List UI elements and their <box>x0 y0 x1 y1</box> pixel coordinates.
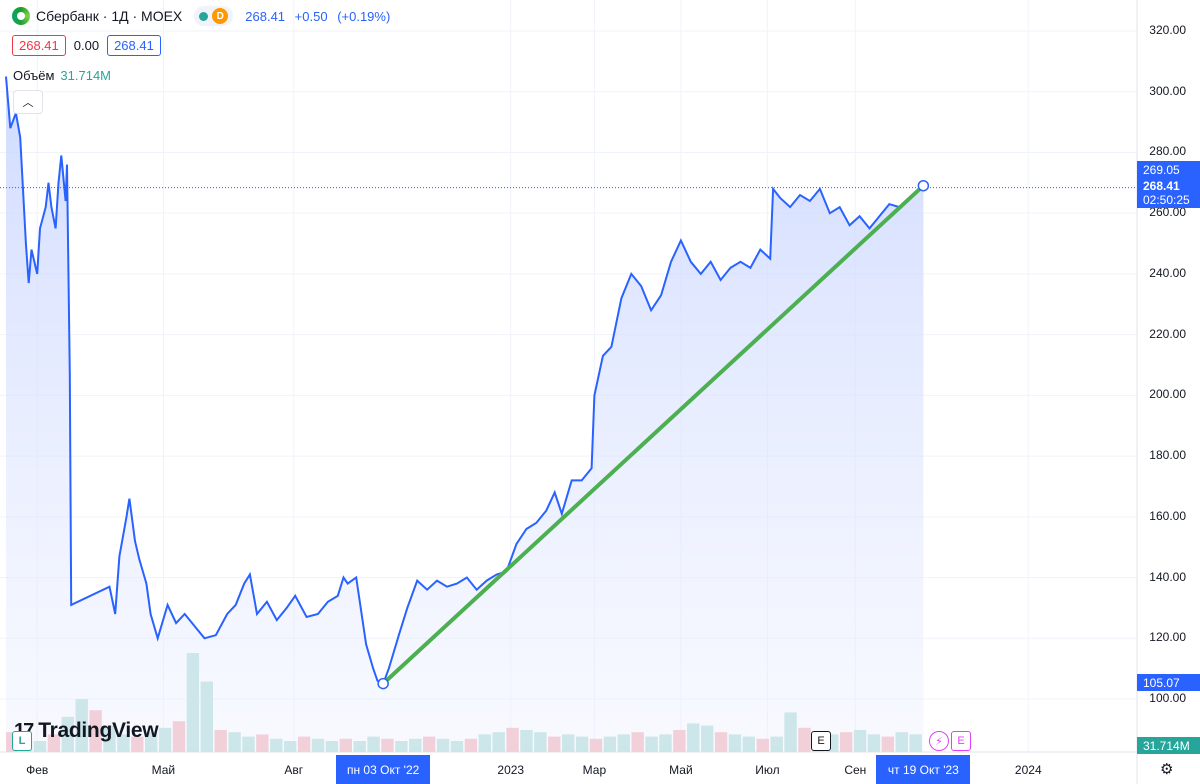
trend-line <box>381 183 926 686</box>
last-price-tag: 268.41 02:50:25 <box>1137 178 1200 208</box>
price-change: +0.50 <box>294 8 328 24</box>
volume-price-tag: 31.714M <box>1137 737 1200 754</box>
tradingview-wordmark: TradingView <box>38 719 159 742</box>
low-price-tag: 105.07 <box>1137 674 1200 691</box>
volume-label[interactable]: Объём <box>13 68 55 83</box>
lightning-event-icon[interactable]: ⚡ <box>929 731 949 751</box>
price-line <box>5 76 924 685</box>
tradingview-branding[interactable]: 17 TradingView <box>14 719 159 743</box>
bar-countdown: 02:50:25 <box>1143 193 1190 207</box>
time-crosshair-label: чт 19 Окт '23 <box>876 755 971 784</box>
quote-info: 268.41 +0.50 (+0.19%) <box>245 9 396 24</box>
last-price-tag-value: 268.41 <box>1143 179 1180 193</box>
market-open-icon <box>199 11 209 21</box>
delayed-badge: D <box>212 8 229 24</box>
trend-end-handle <box>917 179 930 192</box>
trend-start-handle <box>377 677 389 690</box>
time-tick-label: 2024 <box>1014 763 1042 777</box>
price-tick-label: 200.00 <box>1149 387 1186 402</box>
time-tick-label: Мар <box>582 763 607 777</box>
price-tick-label: 180.00 <box>1149 448 1186 463</box>
sell-button[interactable]: 268.41 <box>12 35 66 56</box>
price-area-fill <box>6 76 924 752</box>
upcoming-earnings-badge[interactable]: E <box>951 731 971 751</box>
symbol-header: Сбербанк · 1Д · MOEX D 268.41 +0.50 (+0.… <box>12 6 396 26</box>
volume-legend: Объём 31.714M <box>13 68 111 83</box>
price-tick-label: 120.00 <box>1149 630 1186 645</box>
time-tick-label: Май <box>669 763 693 777</box>
time-tick-label: Сен <box>844 763 867 777</box>
price-tick-label: 220.00 <box>1149 326 1186 341</box>
chevron-up-icon: ︿ <box>22 97 34 109</box>
price-tick-label: 240.00 <box>1149 265 1186 280</box>
bid-ask-row: 268.41 0.00 268.41 <box>12 35 161 56</box>
price-tick-label: 140.00 <box>1149 569 1186 584</box>
price-tick-label: 160.00 <box>1149 508 1186 523</box>
volume-value: 31.714M <box>60 68 112 83</box>
price-tick-label: 100.00 <box>1149 691 1186 705</box>
price-tick-label: 320.00 <box>1149 23 1186 37</box>
time-tick-label: Июл <box>755 763 780 777</box>
split-event-badge[interactable]: L <box>12 731 32 751</box>
high-price-tag: 269.05 <box>1137 161 1200 178</box>
price-change-pct: (+0.19%) <box>337 8 391 24</box>
time-tick-label: Фев <box>26 763 49 777</box>
time-tick-label: 2023 <box>497 763 525 777</box>
spread-value: 0.00 <box>73 38 100 53</box>
time-tick-label: Авг <box>284 763 304 777</box>
time-crosshair-label: пн 03 Окт '22 <box>336 755 431 784</box>
sberbank-logo-icon <box>12 7 30 25</box>
last-price: 268.41 <box>245 8 286 24</box>
market-status[interactable]: D <box>194 6 234 26</box>
price-tick-label: 260.00 <box>1149 205 1186 220</box>
gear-icon[interactable]: ⚙ <box>1160 761 1174 778</box>
earnings-event-badge[interactable]: E <box>811 731 831 751</box>
collapse-legend-button[interactable]: ︿ <box>13 90 43 114</box>
price-tick-label: 280.00 <box>1149 144 1186 159</box>
buy-button[interactable]: 268.41 <box>107 35 161 56</box>
time-tick-label: Май <box>151 763 176 777</box>
symbol-title[interactable]: Сбербанк · 1Д · MOEX <box>36 8 183 24</box>
price-tick-label: 300.00 <box>1149 83 1186 98</box>
